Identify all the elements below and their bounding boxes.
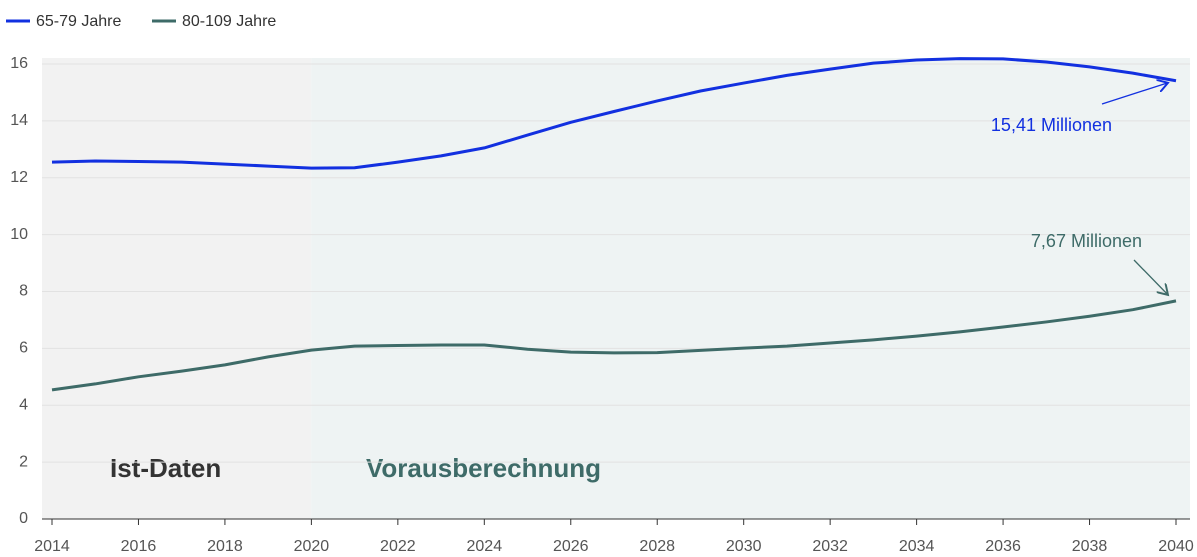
annotation-arrow bbox=[1101, 83, 1168, 105]
x-tick-label: 2040 bbox=[1158, 538, 1194, 555]
x-tick-label: 2016 bbox=[121, 538, 157, 555]
y-tick-label: 0 bbox=[19, 510, 28, 527]
annotation: 15,41 Millionen bbox=[991, 115, 1112, 135]
y-tick-label: 14 bbox=[10, 112, 28, 129]
x-tick-label: 2018 bbox=[207, 538, 243, 555]
x-tick-label: 2038 bbox=[1072, 538, 1108, 555]
y-tick-label: 16 bbox=[10, 55, 28, 72]
x-tick-label: 2032 bbox=[812, 538, 848, 555]
x-tick-label: 2022 bbox=[380, 538, 416, 555]
y-tick-label: 2 bbox=[19, 453, 28, 470]
x-tick-label: 2026 bbox=[553, 538, 589, 555]
x-tick-label: 2034 bbox=[899, 538, 935, 555]
x-tick-label: 2030 bbox=[726, 538, 762, 555]
line bbox=[51, 57, 1177, 170]
region bbox=[42, 58, 312, 519]
y-tick-label: 6 bbox=[19, 340, 28, 357]
y-tick-label: 10 bbox=[10, 226, 28, 243]
legend-label: 65-79 Jahre bbox=[36, 13, 121, 30]
x-tick-label: 2020 bbox=[294, 538, 330, 555]
annotation: 7,67 Millionen bbox=[1031, 231, 1142, 251]
region-label: Ist-Daten bbox=[110, 453, 221, 483]
region-label: Vorausberechnung bbox=[366, 453, 601, 483]
y-tick-label: 8 bbox=[19, 283, 28, 300]
x-tick-label: 2036 bbox=[985, 538, 1021, 555]
y-tick-label: 4 bbox=[19, 396, 28, 413]
y-tick-label: 12 bbox=[10, 169, 28, 186]
region bbox=[311, 58, 1190, 519]
line bbox=[51, 299, 1177, 392]
x-tick-label: 2028 bbox=[639, 538, 675, 555]
legend-label: 80-109 Jahre bbox=[182, 13, 276, 30]
x-tick-label: 2024 bbox=[467, 538, 503, 555]
x-tick-label: 2014 bbox=[34, 538, 70, 555]
annotation-arrow bbox=[1133, 259, 1168, 295]
